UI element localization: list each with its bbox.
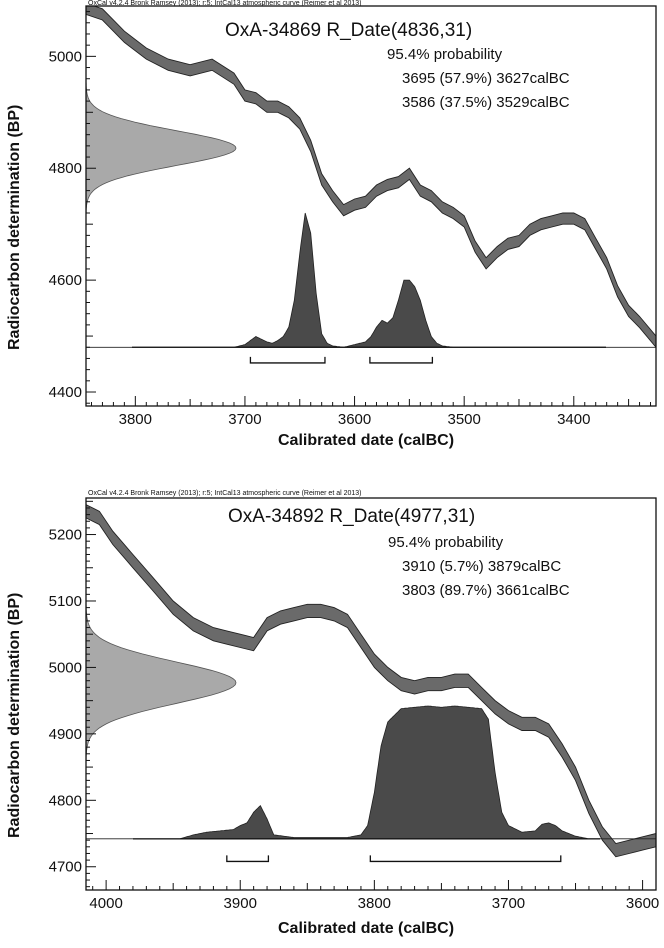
range-bracket-2: [369, 356, 434, 364]
calibration-plot-oxa-34869: 3800 3700 3600 3500 3400 4400 4600 4800 5000 OxC…: [0, 0, 664, 470]
calibration-curve-band: [86, 504, 656, 858]
plot-area: 3800 3700 3600 3500 3400 4400 4600 4800 5000: [49, 5, 657, 428]
range-bracket-1: [226, 855, 270, 863]
range-line-2: 3586 (37.5%) 3529calBC: [402, 94, 570, 111]
x-axis-label: Calibrated date (calBC): [278, 920, 455, 937]
y-axis-label: Radiocarbon determination (BP): [6, 592, 23, 838]
calibration-plot-oxa-34892: 4000 3900 3800 3700 3600 4700 4800 4900 5000 5100…: [0, 478, 664, 948]
oxcal-citation: OxCal v4.2.4 Bronk Ramsey (2013); r:5; I…: [88, 490, 362, 497]
x-tick-label: 3400: [557, 411, 590, 428]
range-line-2: 3803 (89.7%) 3661calBC: [402, 582, 570, 599]
x-tick-label: 3600: [338, 411, 371, 428]
plot-content: [86, 6, 656, 364]
radiocarbon-date-distribution: [86, 78, 237, 219]
plot-frame: [85, 5, 657, 407]
probability-label: 95.4% probability: [387, 46, 503, 63]
plot-title: OxA-34892 R_Date(4977,31): [228, 506, 476, 527]
plot-title: OxA-34869 R_Date(4836,31): [225, 20, 473, 41]
y-tick-label: 4900: [49, 726, 82, 743]
y-tick-label: 5000: [49, 659, 82, 676]
x-tick-label: 4000: [89, 895, 122, 912]
range-line-1: 3695 (57.9%) 3627calBC: [402, 70, 570, 87]
probability-label: 95.4% probability: [388, 534, 504, 551]
y-tick-label: 5000: [49, 48, 82, 65]
calibration-curve-band: [86, 6, 656, 349]
y-tick-label: 4400: [49, 384, 82, 401]
x-tick-label: 3700: [228, 411, 261, 428]
x-axis-label: Calibrated date (calBC): [278, 432, 455, 449]
x-tick-label: 3800: [119, 411, 152, 428]
x-tick-label: 3900: [224, 895, 257, 912]
y-axis-label: Radiocarbon determination (BP): [6, 104, 23, 350]
y-tick-label: 5100: [49, 593, 82, 610]
y-tick-label: 5200: [49, 527, 82, 544]
x-tick-label: 3600: [626, 895, 659, 912]
range-line-1: 3910 (5.7%) 3879calBC: [402, 558, 562, 575]
y-tick-label: 4700: [49, 859, 82, 876]
radiocarbon-date-distribution: [86, 600, 237, 766]
x-tick-label: 3500: [447, 411, 480, 428]
calibrated-distribution: [86, 212, 656, 348]
y-tick-label: 4800: [49, 792, 82, 809]
range-bracket-2: [369, 855, 562, 863]
oxcal-citation: OxCal v4.2.4 Bronk Ramsey (2013); r:5; I…: [88, 0, 362, 7]
x-tick-label: 3800: [358, 895, 391, 912]
plot-content: [86, 504, 656, 863]
range-bracket-1: [249, 356, 326, 364]
y-tick-label: 4600: [49, 272, 82, 289]
y-tick-label: 4800: [49, 160, 82, 177]
x-tick-label: 3700: [492, 895, 525, 912]
plot-area: 4000 3900 3800 3700 3600 4700 4800 4900 5000 5100…: [49, 497, 659, 912]
